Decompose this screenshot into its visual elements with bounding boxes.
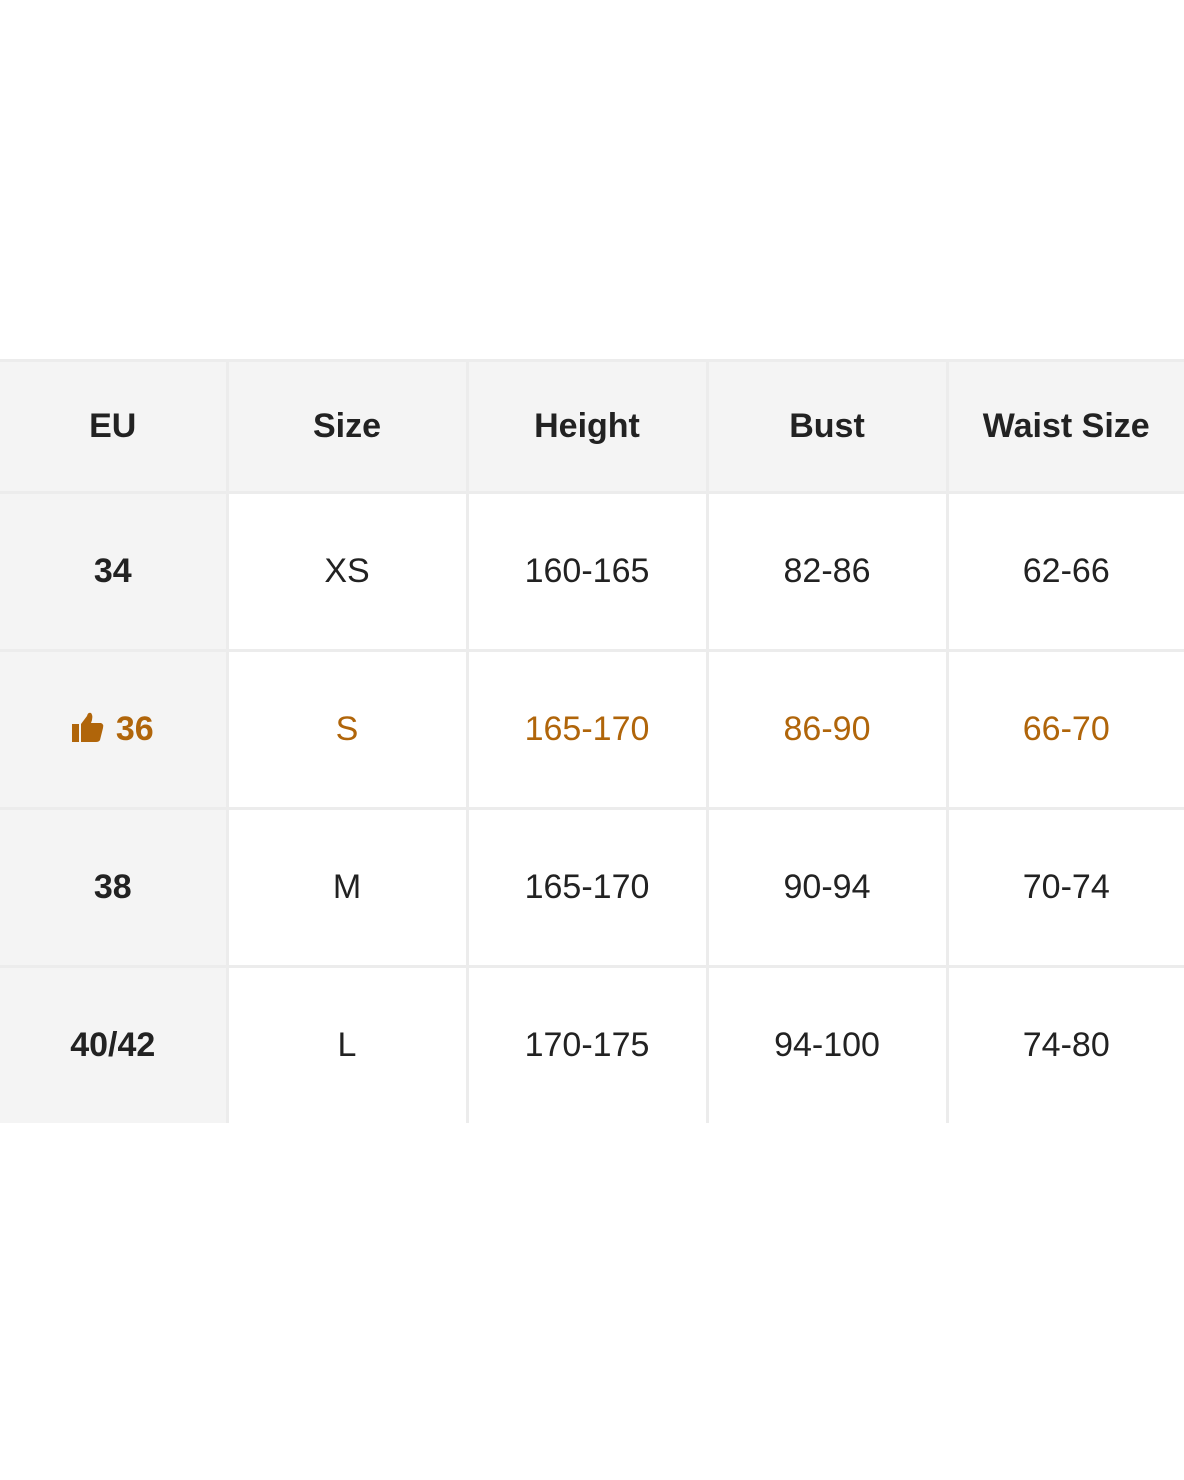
- eu-cell: 40/42: [0, 965, 229, 1123]
- table-row: 40/42 L 170-175 94-100 74-80: [0, 965, 1184, 1123]
- eu-cell: 38: [0, 807, 229, 968]
- waist-cell: 74-80: [945, 965, 1184, 1123]
- bust-cell: 86-90: [705, 649, 949, 810]
- height-cell: 165-170: [465, 807, 709, 968]
- waist-cell: 66-70: [945, 649, 1184, 810]
- eu-cell: 34: [0, 491, 229, 652]
- waist-cell: 62-66: [945, 491, 1184, 652]
- thumbs-up-icon: [71, 712, 104, 742]
- table-row: 34 XS 160-165 82-86 62-66: [0, 491, 1184, 652]
- bust-cell: 90-94: [705, 807, 949, 968]
- height-cell: 160-165: [465, 491, 709, 652]
- header-waist-size: Waist Size: [945, 359, 1184, 494]
- header-size: Size: [225, 359, 469, 494]
- size-cell: XS: [225, 491, 469, 652]
- header-height: Height: [465, 359, 709, 494]
- bust-cell: 82-86: [705, 491, 949, 652]
- header-eu: EU: [0, 359, 229, 494]
- size-cell: S: [225, 649, 469, 810]
- table-row: 38 M 165-170 90-94 70-74: [0, 807, 1184, 968]
- bust-cell: 94-100: [705, 965, 949, 1123]
- size-cell: M: [225, 807, 469, 968]
- header-bust: Bust: [705, 359, 949, 494]
- height-cell: 170-175: [465, 965, 709, 1123]
- height-cell: 165-170: [465, 649, 709, 810]
- header-row: EU Size Height Bust Waist Size: [0, 359, 1184, 494]
- size-chart-table: EU Size Height Bust Waist Size 34 XS 160…: [0, 359, 1184, 1123]
- waist-cell: 70-74: [945, 807, 1184, 968]
- eu-value: 36: [115, 710, 154, 748]
- size-cell: L: [225, 965, 469, 1123]
- eu-cell: 36: [0, 649, 229, 810]
- table-row-recommended: 36 S 165-170 86-90 66-70: [0, 649, 1184, 810]
